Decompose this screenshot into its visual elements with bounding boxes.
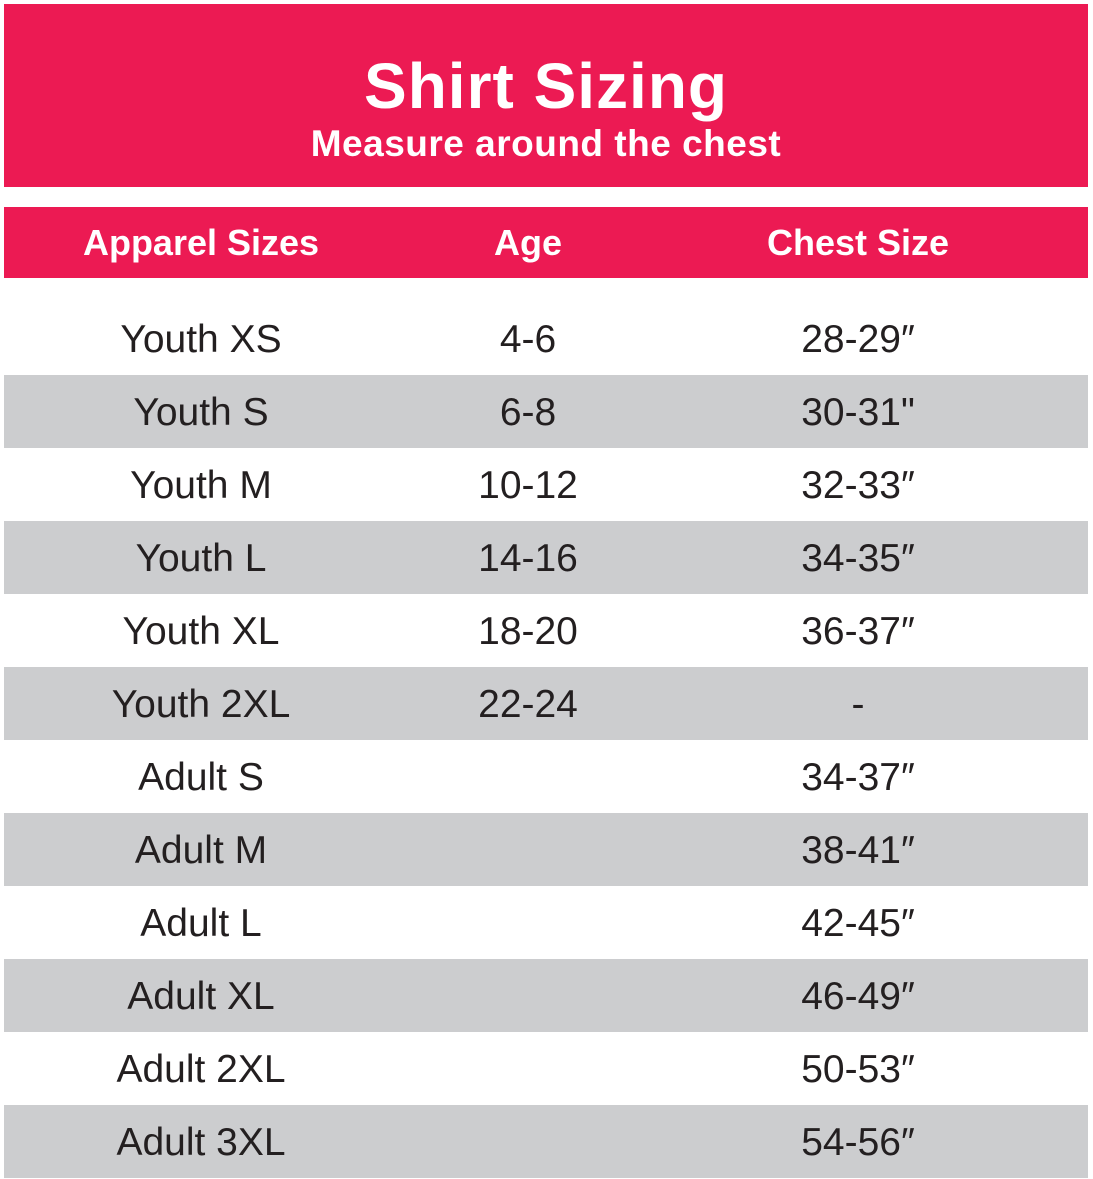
header-age: Age xyxy=(493,221,562,263)
chest-cell: 30-31" xyxy=(801,390,915,434)
size-cell: Youth 2XL xyxy=(111,682,291,726)
title-banner: Shirt Sizing Measure around the chest xyxy=(4,4,1088,187)
age-cell: 10-12 xyxy=(478,463,578,507)
chest-cell: 38-41″ xyxy=(801,828,915,872)
age-cell xyxy=(398,886,658,959)
table-row: Youth XL 18-20 36-37″ xyxy=(4,594,1088,667)
table-row: Adult L 42-45″ xyxy=(4,886,1088,959)
chest-cell: 28-29″ xyxy=(801,317,915,361)
header-chest-size: Chest Size xyxy=(766,221,950,263)
table-row: Adult M 38-41″ xyxy=(4,813,1088,886)
chest-cell: 46-49″ xyxy=(801,974,915,1018)
age-cell: 6-8 xyxy=(499,390,557,434)
chest-cell: 34-35″ xyxy=(801,536,915,580)
chest-cell: 32-33″ xyxy=(801,463,915,507)
size-cell: Adult S xyxy=(138,755,264,799)
age-cell: 4-6 xyxy=(499,317,557,361)
chest-cell: 36-37″ xyxy=(801,609,915,653)
age-cell xyxy=(398,740,658,813)
age-cell: 18-20 xyxy=(478,609,578,653)
size-cell: Adult 2XL xyxy=(116,1047,286,1091)
size-cell: Adult XL xyxy=(127,974,275,1018)
size-cell: Youth XS xyxy=(120,317,282,361)
table-row: Youth L 14-16 34-35″ xyxy=(4,521,1088,594)
table-row: Adult S 34-37″ xyxy=(4,740,1088,813)
size-cell: Adult 3XL xyxy=(116,1120,286,1164)
age-cell xyxy=(398,813,658,886)
age-cell xyxy=(398,1032,658,1105)
size-cell: Youth M xyxy=(130,463,272,507)
size-cell: Adult L xyxy=(140,901,262,945)
table-row: Adult 2XL 50-53″ xyxy=(4,1032,1088,1105)
table-row: Youth XS 4-6 28-29″ xyxy=(4,302,1088,375)
table-row: Adult 3XL 54-56″ xyxy=(4,1105,1088,1178)
table-row: Adult XL 46-49″ xyxy=(4,959,1088,1032)
chest-cell: 42-45″ xyxy=(801,901,915,945)
chest-cell: - xyxy=(851,682,865,726)
age-cell xyxy=(398,959,658,1032)
size-cell: Youth XL xyxy=(122,609,280,653)
chest-cell: 34-37″ xyxy=(801,755,915,799)
table-row: Youth S 6-8 30-31" xyxy=(4,375,1088,448)
table-row: Youth 2XL 22-24 - xyxy=(4,667,1088,740)
age-cell xyxy=(398,1105,658,1178)
page-title: Shirt Sizing xyxy=(364,50,728,122)
table-row: Youth M 10-12 32-33″ xyxy=(4,448,1088,521)
size-cell: Youth S xyxy=(133,390,269,434)
chest-cell: 54-56″ xyxy=(801,1120,915,1164)
chest-cell: 50-53″ xyxy=(801,1047,915,1091)
age-cell: 22-24 xyxy=(478,682,578,726)
page-subtitle: Measure around the chest xyxy=(310,123,782,164)
size-cell: Youth L xyxy=(135,536,267,580)
header-apparel-sizes: Apparel Sizes xyxy=(82,221,320,263)
size-cell: Adult M xyxy=(134,828,268,872)
table-header-row: Apparel Sizes Age Chest Size xyxy=(4,207,1088,278)
age-cell: 14-16 xyxy=(478,536,578,580)
